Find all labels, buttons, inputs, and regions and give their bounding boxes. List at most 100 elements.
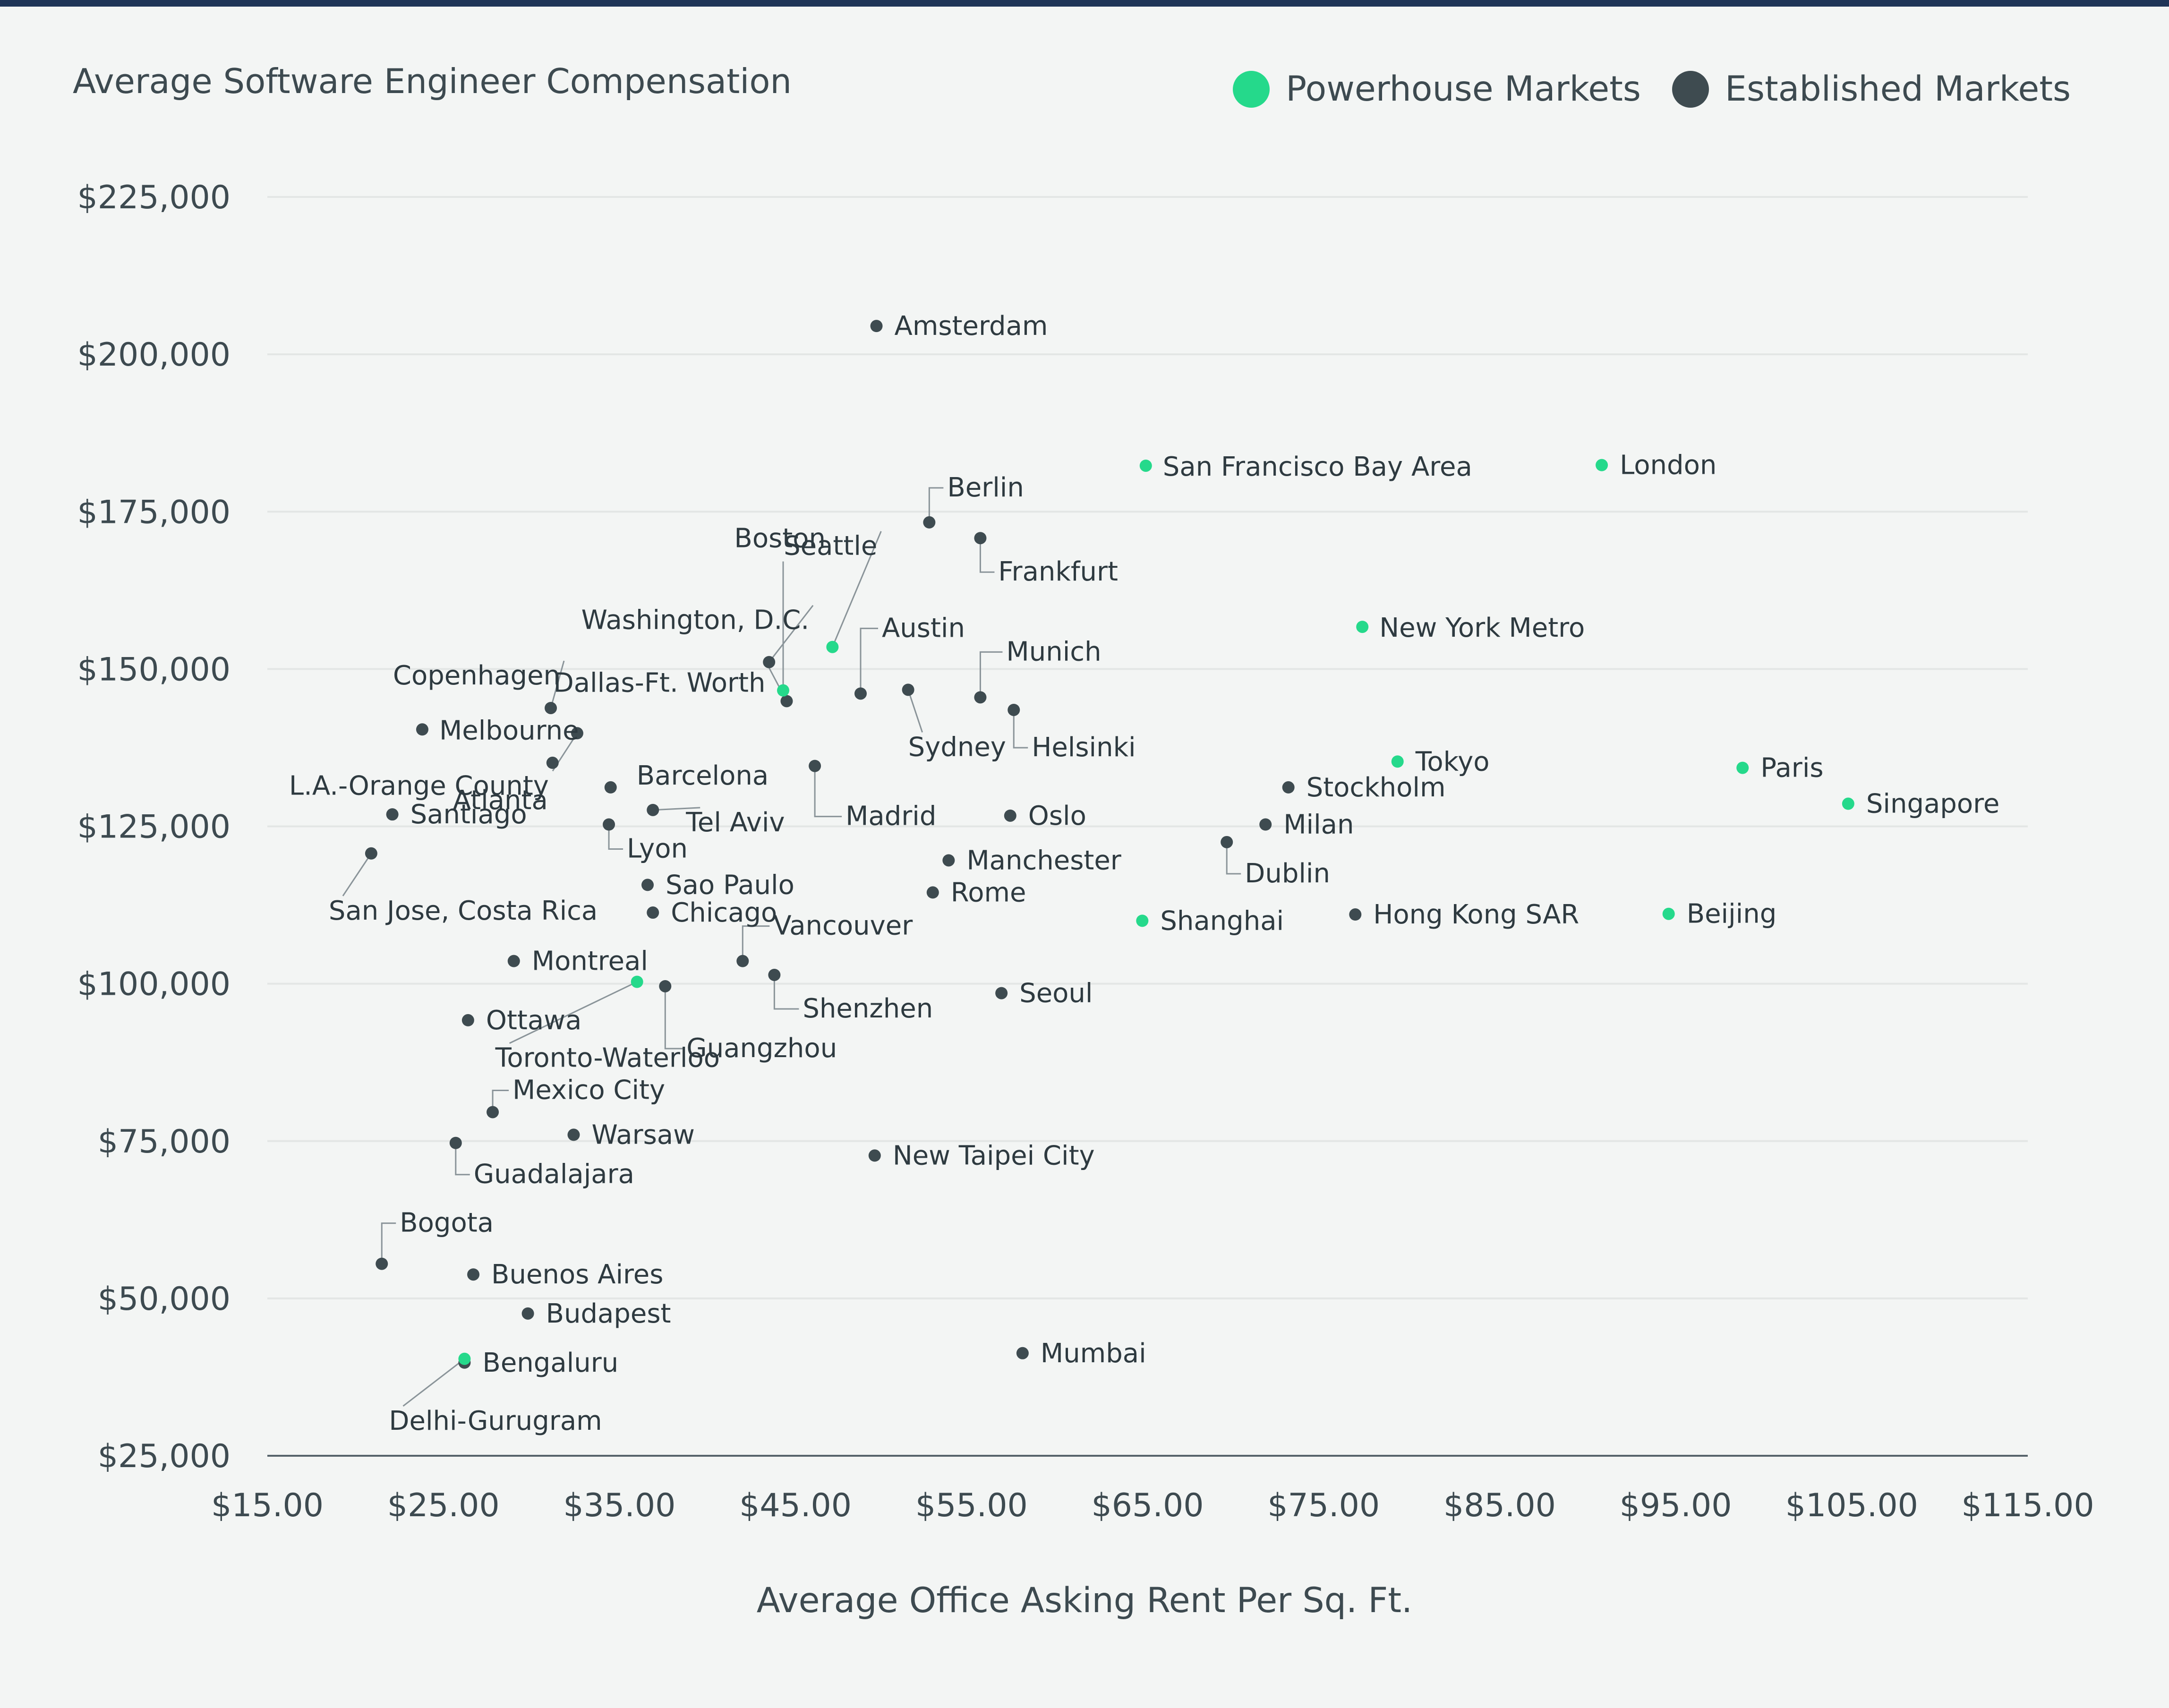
established-point — [647, 803, 659, 816]
point-label: Bengaluru — [482, 1348, 618, 1378]
point-label: Stockholm — [1307, 772, 1446, 803]
established-point — [449, 1136, 462, 1149]
top-rule — [0, 0, 2169, 7]
point-label: Guadalajara — [474, 1159, 634, 1190]
x-tick-label: $35.00 — [563, 1487, 675, 1524]
point-label: Copenhagen — [393, 660, 560, 691]
point-label: Melbourne — [439, 715, 579, 746]
legend-item-powerhouse[interactable]: Powerhouse Markets — [1233, 69, 1641, 109]
legend-label-powerhouse: Powerhouse Markets — [1286, 69, 1641, 109]
point-label: Rome — [951, 877, 1026, 908]
established-point — [659, 980, 672, 992]
established-point — [995, 987, 1008, 999]
established-point — [1259, 818, 1272, 831]
x-tick-label: $85.00 — [1443, 1487, 1556, 1524]
powerhouse-point — [1356, 621, 1369, 633]
established-point — [1004, 809, 1016, 822]
leader-line — [1013, 709, 1028, 749]
established-point — [546, 756, 559, 769]
established-point — [386, 808, 399, 821]
established-point — [942, 854, 955, 867]
point-label: Shenzhen — [803, 993, 933, 1024]
point-label: Seattle — [784, 531, 877, 562]
powerhouse-point — [1596, 459, 1608, 471]
powerhouse-point — [1136, 914, 1149, 927]
leader-lines — [342, 487, 1241, 1407]
point-labels: Amsterdam Berlin Frankfurt Washington, D.C.… — [289, 311, 1999, 1436]
powerhouse-point — [631, 975, 643, 988]
leader-line — [769, 605, 814, 663]
established-point — [974, 691, 987, 704]
established-point — [467, 1268, 480, 1281]
y-axis-title: Average Software Engineer Compensation — [73, 61, 792, 101]
legend-item-established[interactable]: Established Markets — [1672, 69, 2071, 109]
established-point — [809, 760, 821, 772]
point-label: Mexico City — [512, 1075, 665, 1105]
established-point — [545, 701, 557, 714]
point-label: Lyon — [627, 834, 688, 864]
point-label: Frankfurt — [998, 556, 1118, 587]
powerhouse-point — [1139, 459, 1152, 472]
point-label: Helsinki — [1032, 732, 1136, 763]
point-label: Budapest — [546, 1298, 671, 1329]
point-label: Tokyo — [1415, 746, 1490, 777]
leader-line — [653, 807, 700, 811]
y-tick-label: $100,000 — [77, 966, 231, 1003]
established-point — [923, 516, 936, 529]
leader-line — [979, 651, 1003, 698]
leader-line — [742, 925, 770, 961]
x-tick-label: $115.00 — [1961, 1487, 2094, 1524]
point-label: Vancouver — [773, 911, 913, 941]
established-point — [768, 968, 781, 981]
x-tick-label: $75.00 — [1267, 1487, 1380, 1524]
established-point — [1221, 836, 1233, 848]
point-label: Dublin — [1245, 858, 1330, 889]
established-point — [507, 955, 520, 967]
point-label: Bogota — [400, 1208, 494, 1238]
point-label: Sao Paulo — [666, 870, 794, 900]
y-tick-label: $150,000 — [77, 651, 231, 688]
leader-line — [831, 531, 882, 648]
leader-line — [402, 1358, 465, 1407]
established-point — [603, 818, 615, 831]
established-point — [868, 1149, 881, 1162]
y-tick-label: $50,000 — [98, 1281, 231, 1318]
established-point — [974, 532, 987, 545]
y-tick-label: $225,000 — [77, 179, 231, 216]
leader-line — [664, 986, 683, 1050]
y-tick-label: $125,000 — [77, 809, 231, 846]
point-label: Atlanta — [453, 785, 548, 816]
leader-line — [455, 1143, 470, 1176]
point-label: Delhi-Gurugram — [389, 1406, 602, 1436]
x-tick-label: $15.00 — [211, 1487, 324, 1524]
leader-line — [492, 1089, 509, 1112]
established-point — [641, 879, 654, 891]
established-point — [1282, 781, 1295, 794]
powerhouse-point — [1736, 761, 1749, 774]
point-label: Beijing — [1687, 899, 1777, 930]
point-label: Amsterdam — [895, 311, 1048, 342]
established-point — [870, 320, 883, 333]
point-label: Boston — [734, 523, 826, 554]
point-label: Berlin — [947, 472, 1024, 503]
y-tick-label: $25,000 — [98, 1438, 231, 1475]
leader-line — [928, 487, 944, 522]
point-label: Paris — [1760, 753, 1823, 784]
established-point — [763, 656, 776, 668]
point-label: Warsaw — [591, 1119, 694, 1150]
established-point — [736, 955, 749, 967]
x-tick-label: $45.00 — [739, 1487, 852, 1524]
established-point — [926, 886, 939, 899]
powerhouse-point — [1842, 797, 1854, 810]
point-label: L.A.-Orange County — [289, 770, 549, 801]
axes: $25,000 $50,000 $75,000 $100,000 $125,000 $15… — [77, 179, 2094, 1524]
leader-line — [860, 627, 878, 694]
legend-label-established: Established Markets — [1725, 69, 2071, 109]
point-label: Buenos Aires — [491, 1259, 663, 1290]
y-tick-label: $175,000 — [77, 494, 231, 531]
point-label: Montreal — [532, 946, 648, 977]
leader-line — [342, 853, 372, 897]
powerhouse-point — [826, 640, 839, 653]
established-point — [647, 906, 659, 919]
